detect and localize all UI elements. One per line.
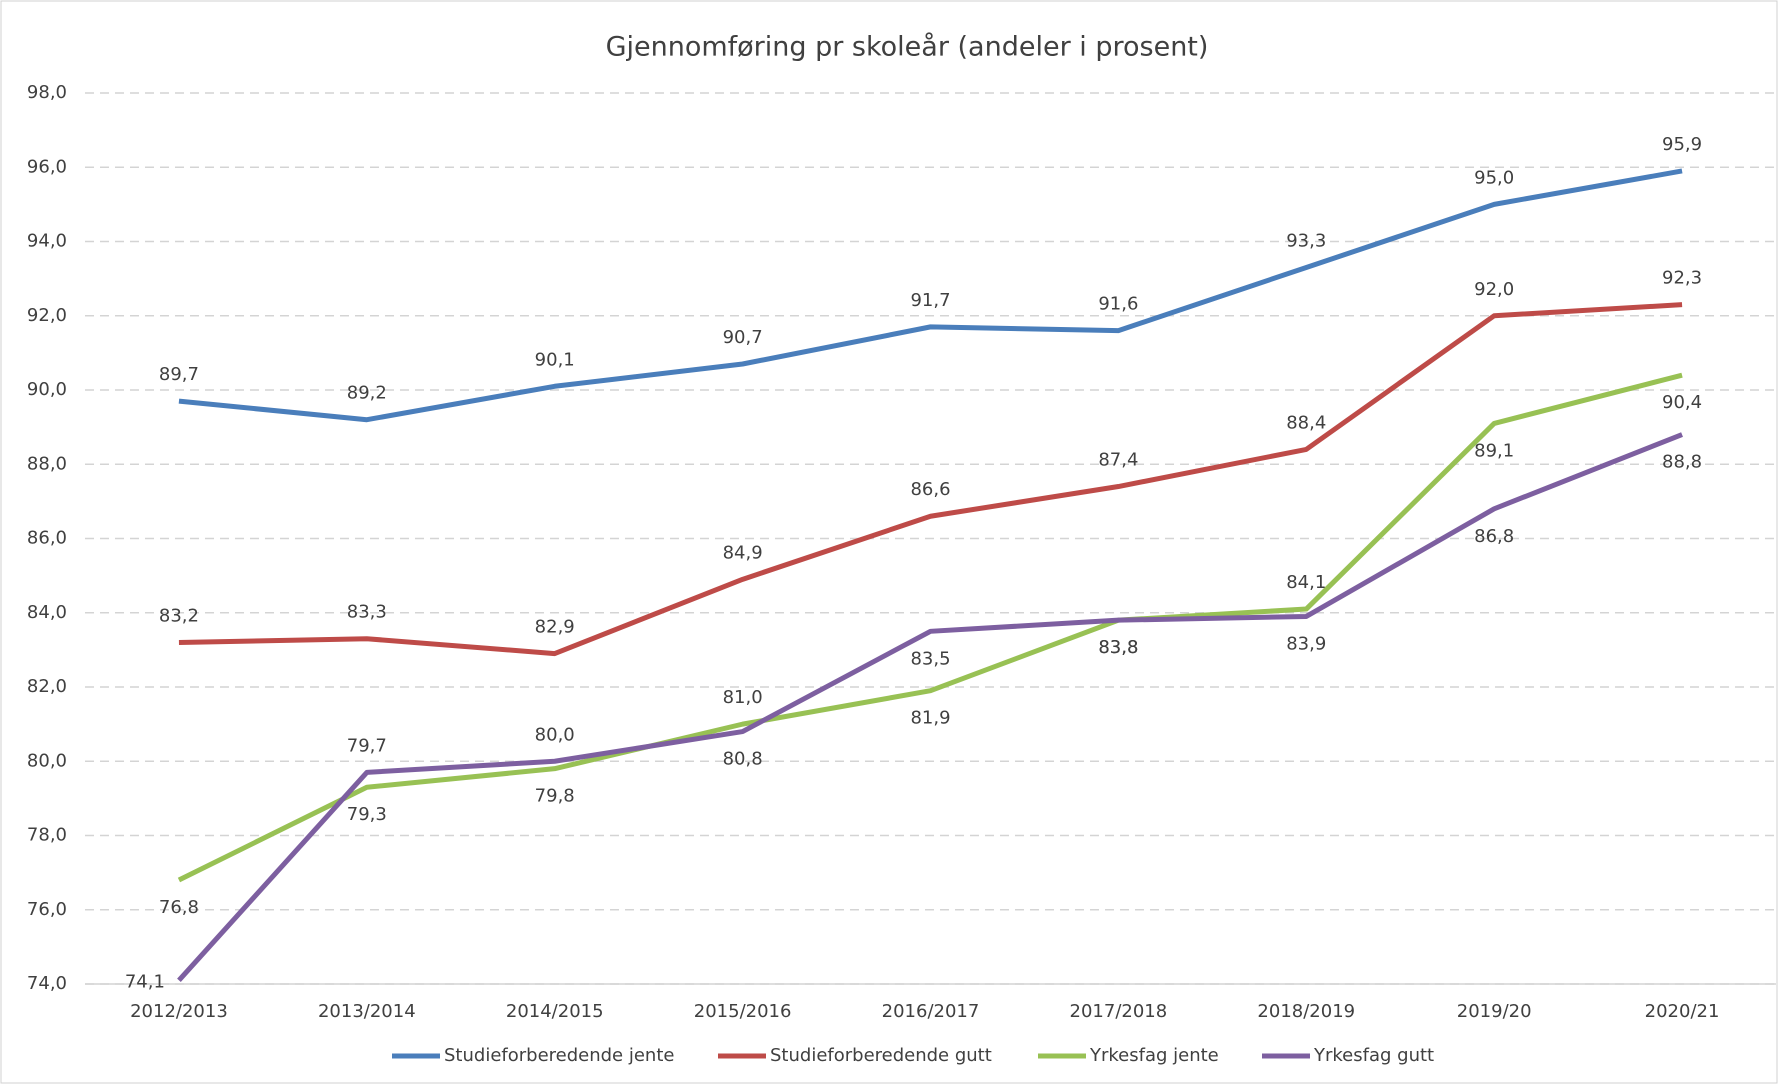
y-tick-label: 98,0 [27, 82, 67, 103]
data-label: 80,0 [535, 724, 575, 745]
y-tick-label: 86,0 [27, 528, 67, 549]
data-label: 74,1 [125, 971, 165, 992]
data-label: 80,8 [723, 749, 763, 770]
data-label: 83,8 [1098, 637, 1138, 658]
data-label: 89,2 [347, 383, 387, 404]
data-label: 89,1 [1474, 440, 1514, 461]
y-tick-label: 88,0 [27, 453, 67, 474]
x-tick-label: 2015/2016 [694, 1001, 792, 1022]
y-tick-label: 80,0 [27, 750, 67, 771]
data-label: 76,8 [159, 897, 199, 918]
x-tick-label: 2018/2019 [1257, 1001, 1355, 1022]
data-label: 84,1 [1286, 572, 1326, 593]
x-tick-label: 2016/2017 [882, 1001, 980, 1022]
data-label: 95,0 [1474, 167, 1514, 188]
x-tick-label: 2014/2015 [506, 1001, 604, 1022]
data-label: 92,0 [1474, 279, 1514, 300]
x-tick-label: 2019/20 [1457, 1001, 1532, 1022]
legend-label: Studieforberedende gutt [770, 1045, 992, 1066]
data-label: 83,5 [910, 648, 950, 669]
y-tick-label: 76,0 [27, 899, 67, 920]
data-label: 89,7 [159, 364, 199, 385]
y-tick-label: 96,0 [27, 156, 67, 177]
data-label: 83,2 [159, 605, 199, 626]
y-tick-label: 74,0 [27, 973, 67, 994]
data-label: 86,8 [1474, 526, 1514, 547]
data-label: 90,7 [723, 327, 763, 348]
data-label: 82,9 [535, 617, 575, 638]
data-label: 81,9 [910, 708, 950, 729]
data-label: 93,3 [1286, 230, 1326, 251]
data-label: 79,3 [347, 804, 387, 825]
data-label: 83,3 [347, 602, 387, 623]
x-tick-label: 2012/2013 [130, 1001, 228, 1022]
y-tick-label: 82,0 [27, 676, 67, 697]
data-label: 91,6 [1098, 294, 1138, 315]
chart-title: Gjennomføring pr skoleår (andeler i pros… [606, 32, 1209, 63]
data-label: 90,4 [1662, 392, 1702, 413]
data-label: 83,9 [1286, 633, 1326, 654]
data-label: 83,8 [1098, 637, 1138, 658]
data-label: 79,7 [347, 735, 387, 756]
data-label: 95,9 [1662, 134, 1702, 155]
data-label: 79,8 [535, 786, 575, 807]
data-label: 91,7 [910, 290, 950, 311]
legend-label: Yrkesfag gutt [1313, 1045, 1434, 1066]
data-label: 90,1 [535, 349, 575, 370]
data-label: 81,0 [723, 687, 763, 708]
x-tick-label: 2013/2014 [318, 1001, 416, 1022]
series-line [177, 372, 1683, 883]
y-tick-label: 94,0 [27, 231, 67, 252]
data-label: 86,6 [910, 479, 950, 500]
x-tick-label: 2017/2018 [1070, 1001, 1168, 1022]
data-label: 88,4 [1286, 412, 1326, 433]
series-line [178, 302, 1683, 657]
y-tick-label: 84,0 [27, 602, 67, 623]
y-tick-label: 78,0 [27, 825, 67, 846]
y-tick-label: 92,0 [27, 305, 67, 326]
data-label: 84,9 [723, 542, 763, 563]
legend-label: Studieforberedende jente [444, 1045, 674, 1066]
x-tick-label: 2020/21 [1645, 1001, 1720, 1022]
legend-label: Yrkesfag jente [1089, 1045, 1219, 1066]
data-label: 88,8 [1662, 452, 1702, 473]
series-line [178, 168, 1683, 423]
data-label: 92,3 [1662, 268, 1702, 289]
y-tick-label: 90,0 [27, 379, 67, 400]
series-line [177, 432, 1683, 982]
data-label: 87,4 [1098, 450, 1138, 471]
